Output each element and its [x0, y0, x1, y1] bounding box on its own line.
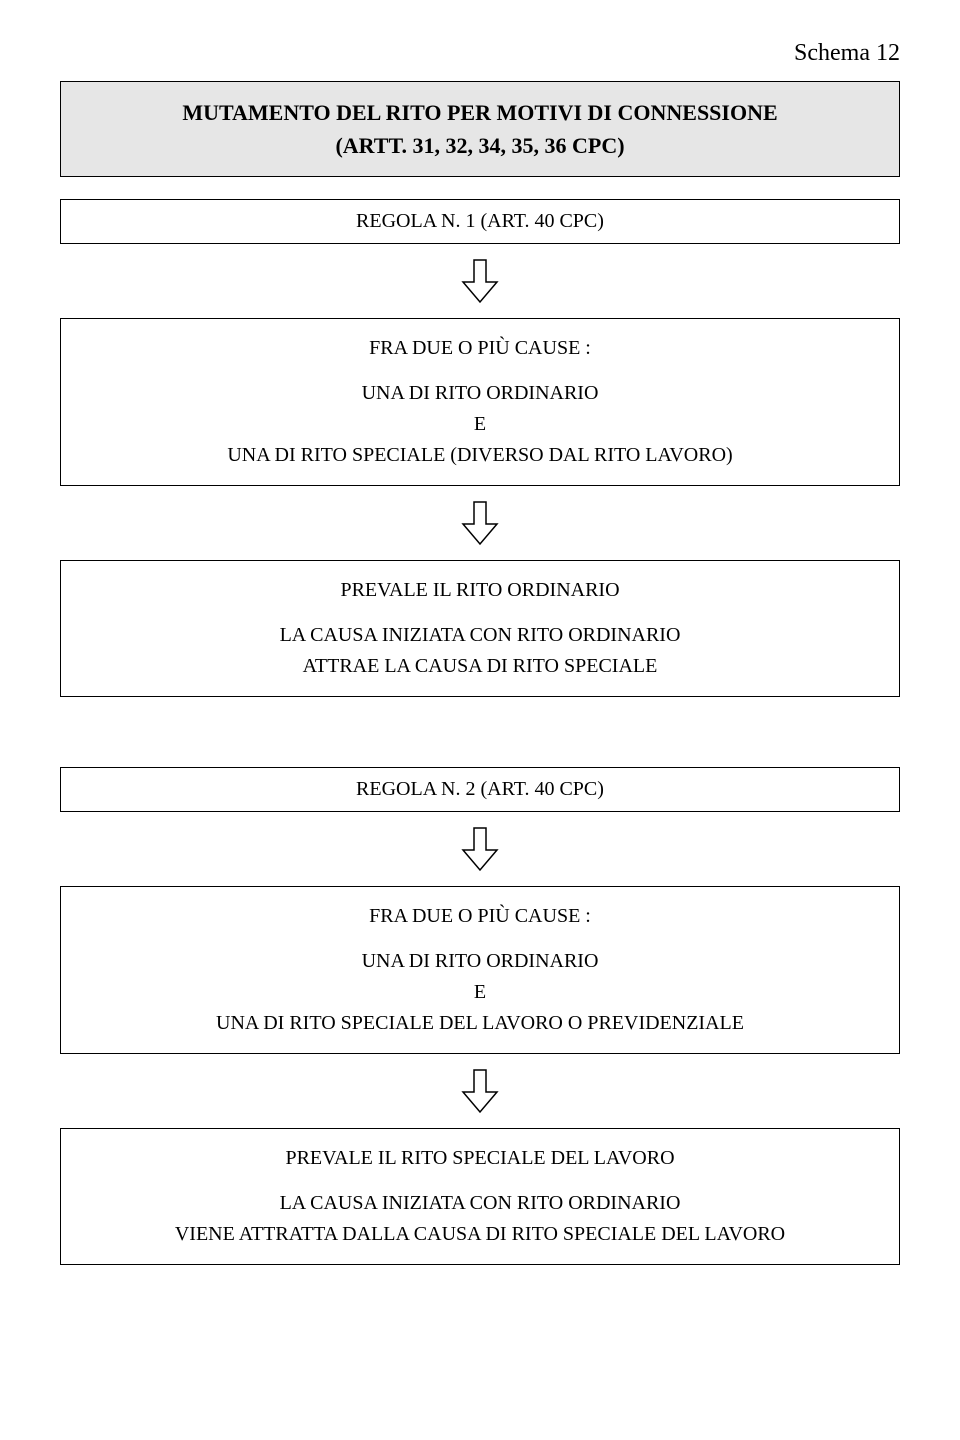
rule2-causes-b: UNA DI RITO SPECIALE DEL LAVORO O PREVID…	[79, 1008, 881, 1039]
down-arrow-icon	[461, 1068, 499, 1114]
rule2-result-3: VIENE ATTRATTA DALLA CAUSA DI RITO SPECI…	[79, 1219, 881, 1250]
rule2-result-2: LA CAUSA INIZIATA CON RITO ORDINARIO	[79, 1188, 881, 1219]
title-line2: (ARTT. 31, 32, 34, 35, 36 CPC)	[79, 129, 881, 162]
rule1-causes-a: UNA DI RITO ORDINARIO	[79, 378, 881, 409]
rule2-heading-box: REGOLA N. 2 (ART. 40 CPC)	[60, 767, 900, 812]
down-arrow-icon	[461, 826, 499, 872]
arrow-3	[60, 826, 900, 872]
rule2-heading: REGOLA N. 2 (ART. 40 CPC)	[356, 778, 604, 800]
rule1-result-3: ATTRAE LA CAUSA DI RITO SPECIALE	[79, 651, 881, 682]
page-label: Schema 12	[60, 40, 900, 67]
title-line1: MUTAMENTO DEL RITO PER MOTIVI DI CONNESS…	[79, 96, 881, 129]
arrow-1	[60, 258, 900, 304]
rule1-heading-box: REGOLA N. 1 (ART. 40 CPC)	[60, 199, 900, 244]
rule2-causes-a: UNA DI RITO ORDINARIO	[79, 946, 881, 977]
arrow-2	[60, 500, 900, 546]
rule2-causes-conj: E	[79, 977, 881, 1008]
rule2-causes-intro: FRA DUE O PIÙ CAUSE :	[79, 901, 881, 932]
down-arrow-icon	[461, 500, 499, 546]
down-arrow-icon	[461, 258, 499, 304]
title-box: MUTAMENTO DEL RITO PER MOTIVI DI CONNESS…	[60, 81, 900, 177]
rule1-result-1: PREVALE IL RITO ORDINARIO	[79, 575, 881, 606]
rule1-causes-box: FRA DUE O PIÙ CAUSE : UNA DI RITO ORDINA…	[60, 318, 900, 486]
rule1-causes-conj: E	[79, 409, 881, 440]
rule1-result-box: PREVALE IL RITO ORDINARIO LA CAUSA INIZI…	[60, 560, 900, 697]
rule1-heading: REGOLA N. 1 (ART. 40 CPC)	[356, 210, 604, 232]
rule1-causes-intro: FRA DUE O PIÙ CAUSE :	[79, 333, 881, 364]
rule2-causes-box: FRA DUE O PIÙ CAUSE : UNA DI RITO ORDINA…	[60, 886, 900, 1054]
rule2-result-box: PREVALE IL RITO SPECIALE DEL LAVORO LA C…	[60, 1128, 900, 1265]
arrow-4	[60, 1068, 900, 1114]
rule1-causes-b: UNA DI RITO SPECIALE (DIVERSO DAL RITO L…	[79, 440, 881, 471]
rule2-result-1: PREVALE IL RITO SPECIALE DEL LAVORO	[79, 1143, 881, 1174]
rule1-result-2: LA CAUSA INIZIATA CON RITO ORDINARIO	[79, 620, 881, 651]
